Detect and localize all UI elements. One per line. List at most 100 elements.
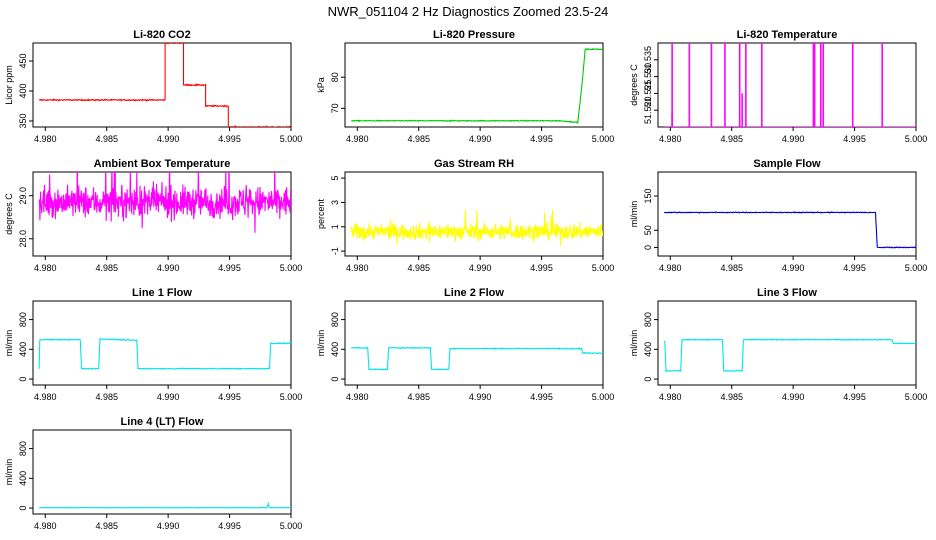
x-tick-label: 4.995 bbox=[218, 521, 241, 531]
panel-title: Line 1 Flow bbox=[132, 287, 192, 299]
x-tick-label: 4.995 bbox=[843, 263, 866, 273]
series-group bbox=[664, 211, 916, 249]
x-tick-label: 4.985 bbox=[720, 134, 743, 144]
y-tick-label: 150 bbox=[643, 188, 653, 203]
y-tick-label: 400 bbox=[643, 342, 653, 357]
panel-title: Sample Flow bbox=[753, 158, 821, 170]
x-tick-label: 4.985 bbox=[720, 392, 743, 402]
y-axis-label: kPa bbox=[316, 77, 326, 93]
series-group bbox=[350, 209, 603, 246]
x-tick-label: 5.000 bbox=[280, 134, 303, 144]
y-axis-label: ml/min bbox=[629, 330, 639, 357]
y-tick-label: 400 bbox=[18, 83, 28, 98]
y-tick-label: 3 bbox=[330, 200, 340, 205]
x-tick-label: 4.980 bbox=[659, 263, 682, 273]
series-group bbox=[663, 337, 916, 373]
y-tick-label: 28.0 bbox=[18, 230, 28, 248]
panel-title: Li-820 Temperature bbox=[737, 29, 838, 41]
y-axis-label: Licor ppm bbox=[4, 65, 14, 105]
panel-title: Line 4 (LT) Flow bbox=[121, 416, 204, 428]
series-group bbox=[38, 172, 291, 233]
x-tick-label: 4.995 bbox=[218, 263, 241, 273]
x-tick-label: 4.980 bbox=[34, 134, 57, 144]
chart-panel-6: Sample Flow 4.980 4.985 4.990 4.995 5.000 0 50 1… bbox=[629, 158, 927, 273]
x-tick-label: 4.990 bbox=[157, 392, 180, 402]
x-tick-label: 4.990 bbox=[469, 392, 492, 402]
y-tick-label: 51.535 bbox=[643, 46, 653, 74]
panel-title: Line 3 Flow bbox=[757, 287, 817, 299]
x-tick-label: 4.985 bbox=[95, 263, 118, 273]
y-tick-label: 1 bbox=[330, 224, 340, 229]
series-group bbox=[38, 43, 291, 127]
x-tick-label: 5.000 bbox=[592, 392, 615, 402]
y-tick-label: 0 bbox=[18, 506, 28, 511]
x-tick-label: 4.985 bbox=[407, 134, 430, 144]
series-line bbox=[38, 172, 291, 233]
x-tick-label: 4.985 bbox=[95, 134, 118, 144]
x-tick-label: 4.980 bbox=[346, 392, 369, 402]
series-group bbox=[664, 43, 916, 127]
x-tick-label: 4.995 bbox=[843, 134, 866, 144]
x-tick-label: 4.990 bbox=[782, 134, 805, 144]
x-tick-label: 4.985 bbox=[720, 263, 743, 273]
series-group bbox=[351, 47, 603, 125]
x-tick-label: 4.985 bbox=[407, 263, 430, 273]
y-tick-label: 5 bbox=[330, 176, 340, 181]
chart-panel-3: Li-820 Temperature 4.980 4.985 4.990 4.995 5.… bbox=[629, 29, 927, 144]
y-tick-label: 70 bbox=[330, 103, 340, 113]
y-tick-label: 800 bbox=[18, 441, 28, 456]
y-tick-label: 29.0 bbox=[18, 187, 28, 205]
y-tick-label: 400 bbox=[18, 471, 28, 486]
y-tick-label: 450 bbox=[18, 53, 28, 68]
x-tick-label: 5.000 bbox=[592, 134, 615, 144]
x-tick-label: 4.980 bbox=[659, 392, 682, 402]
x-tick-label: 4.980 bbox=[34, 263, 57, 273]
plot-frame bbox=[32, 42, 292, 128]
plot-frame bbox=[32, 300, 292, 386]
y-tick-label: 350 bbox=[18, 113, 28, 128]
x-tick-label: 4.985 bbox=[407, 392, 430, 402]
chart-panel-7: Line 1 Flow 4.980 4.985 4.990 4.995 5.000 0 400… bbox=[4, 287, 302, 402]
series-line bbox=[350, 209, 603, 246]
x-tick-label: 4.990 bbox=[469, 263, 492, 273]
y-tick-label: 80 bbox=[330, 72, 340, 82]
y-tick-label: 400 bbox=[330, 342, 340, 357]
y-axis-label: degrees C bbox=[4, 193, 14, 235]
series-line bbox=[663, 337, 916, 373]
series-line bbox=[39, 501, 291, 509]
y-axis-label: ml/min bbox=[4, 459, 14, 486]
x-tick-label: 4.990 bbox=[782, 392, 805, 402]
y-tick-label: 800 bbox=[643, 312, 653, 327]
series-group bbox=[39, 501, 291, 509]
x-tick-label: 4.980 bbox=[659, 134, 682, 144]
y-tick-label: 0 bbox=[18, 377, 28, 382]
plot-frame bbox=[657, 42, 917, 128]
chart-panel-5: Gas Stream RH 4.980 4.985 4.990 4.995 5.000 -1… bbox=[316, 158, 614, 273]
x-tick-label: 4.990 bbox=[157, 263, 180, 273]
x-tick-label: 4.995 bbox=[530, 263, 553, 273]
y-tick-label: 0 bbox=[643, 377, 653, 382]
y-tick-label: 51.525 bbox=[643, 80, 653, 108]
chart-panel-8: Line 2 Flow 4.980 4.985 4.990 4.995 5.000 0 400… bbox=[316, 287, 614, 402]
x-tick-label: 4.995 bbox=[843, 392, 866, 402]
series-line bbox=[351, 47, 603, 125]
plot-frame bbox=[344, 42, 604, 128]
x-tick-label: 5.000 bbox=[905, 392, 928, 402]
chart-panel-9: Line 3 Flow 4.980 4.985 4.990 4.995 5.000 0 400… bbox=[629, 287, 927, 402]
y-axis-label: ml/min bbox=[4, 330, 14, 357]
x-tick-label: 4.995 bbox=[530, 392, 553, 402]
y-tick-label: 50 bbox=[643, 225, 653, 235]
plot-frame bbox=[657, 171, 917, 257]
x-tick-label: 5.000 bbox=[280, 521, 303, 531]
x-tick-label: 5.000 bbox=[592, 263, 615, 273]
series-group bbox=[38, 338, 291, 371]
x-tick-label: 4.990 bbox=[157, 521, 180, 531]
x-tick-label: 5.000 bbox=[905, 263, 928, 273]
y-tick-label: -1 bbox=[330, 247, 340, 255]
panel-title: Ambient Box Temperature bbox=[94, 158, 231, 170]
x-tick-label: 4.980 bbox=[346, 263, 369, 273]
x-tick-label: 4.995 bbox=[218, 392, 241, 402]
y-tick-label: 800 bbox=[18, 312, 28, 327]
y-axis-label: degrees C bbox=[629, 64, 639, 106]
